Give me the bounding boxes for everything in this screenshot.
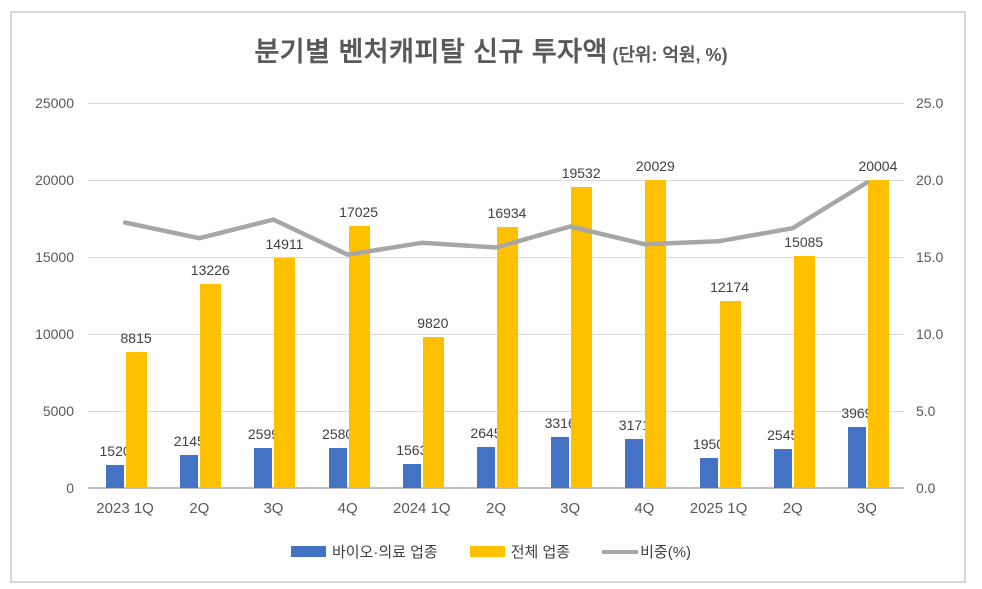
bar-label-total: 13226 (190, 262, 230, 279)
x-axis-label: 2023 1Q (96, 500, 154, 517)
legend-label: 바이오·의료 업종 (331, 544, 438, 561)
bar-total (422, 336, 444, 488)
bar-label-bio: 1563 (396, 441, 428, 458)
bar-total (126, 352, 148, 488)
right-axis-label: 10.0 (916, 326, 944, 342)
chart-title-unit: (단위: 억원, %) (612, 45, 728, 65)
x-axis-label: 2Q (189, 500, 210, 517)
legend-label: 비중(%) (640, 544, 692, 561)
bar-total (645, 179, 667, 488)
gridline (88, 103, 904, 104)
legend-label: 전체 업종 (510, 544, 571, 561)
bar-label-total: 9820 (417, 314, 449, 331)
bar-total (348, 225, 370, 488)
x-axis-label: 2Q (485, 500, 506, 517)
right-axis-label: 20.0 (916, 172, 944, 188)
right-axis-label: 25.0 (916, 95, 944, 111)
bar-label-total: 20004 (858, 157, 898, 174)
bar-bio (106, 464, 125, 488)
legend-line-swatch (602, 549, 639, 554)
bar-label-bio: 2599 (247, 425, 280, 442)
bar-label-total: 8815 (120, 330, 152, 347)
bar-bio (551, 436, 570, 488)
right-axis-label: 5.0 (916, 403, 936, 419)
x-axis-label: 3Q (263, 500, 284, 517)
gridline (88, 334, 904, 335)
left-axis-label: 0 (66, 480, 74, 496)
bar-label-bio: 2145 (173, 432, 205, 449)
bar-label-bio: 3316 (544, 414, 576, 431)
x-axis-label: 2Q (782, 500, 803, 517)
x-axis-label: 3Q (560, 500, 581, 517)
x-axis-label: 4Q (337, 500, 358, 517)
bar-total (571, 187, 593, 488)
x-axis-label: 2025 1Q (689, 500, 748, 517)
legend-bar-swatch (469, 546, 505, 557)
bar-label-total: 12174 (710, 278, 749, 295)
bar-bio (254, 447, 273, 488)
chart-title-text: 분기별 벤처캐피탈 신규 투자액 (254, 37, 608, 67)
bar-label-total: 19532 (561, 165, 601, 182)
bar-bio (328, 448, 347, 488)
bar-total (719, 300, 741, 488)
bar-label-total: 20029 (635, 157, 675, 174)
bar-label-bio: 3171 (618, 417, 650, 434)
bar-label-bio: 1520 (99, 442, 131, 459)
x-axis-label: 2024 1Q (393, 500, 451, 517)
bar-label-bio: 3969 (841, 404, 873, 421)
legend-item-total: 전체 업종 (469, 541, 571, 562)
left-axis-label: 5000 (42, 403, 74, 419)
right-axis-label: 15.0 (916, 249, 944, 265)
legend: 바이오·의료 업종 전체 업종 비중(%) (0, 541, 982, 562)
bar-label-total: 14911 (265, 236, 304, 253)
gridline (88, 180, 904, 181)
x-axis-label: 3Q (856, 500, 877, 517)
bar-bio (402, 463, 421, 488)
bar-total (274, 258, 296, 488)
x-axis-line (88, 487, 904, 489)
ratio-line-series (122, 180, 870, 257)
left-axis-label: 25000 (35, 95, 74, 111)
legend-item-bio: 바이오·의료 업종 (290, 541, 438, 562)
bar-label-total: 17025 (339, 203, 379, 220)
bar-bio (477, 447, 495, 488)
gridline (88, 411, 904, 412)
bar-total (497, 227, 518, 488)
bar-label-total: 15085 (784, 233, 824, 250)
bar-total (867, 179, 889, 488)
bar-total (793, 255, 815, 488)
bar-bio (625, 439, 644, 488)
bar-label-total: 16934 (487, 205, 527, 222)
left-axis-label: 10000 (35, 326, 74, 342)
bar-total (200, 284, 222, 488)
left-axis-label: 20000 (35, 172, 74, 188)
legend-item-ratio: 비중(%) (602, 541, 691, 562)
bar-label-bio: 2545 (767, 426, 799, 443)
bar-bio (180, 454, 199, 488)
bar-label-bio: 1950 (692, 435, 725, 452)
x-axis-label: 4Q (634, 500, 655, 517)
ratio-line (122, 180, 870, 257)
legend-bar-swatch (290, 546, 326, 557)
right-axis-label: 0.0 (916, 480, 936, 496)
bar-label-bio: 2580 (322, 426, 354, 443)
bar-label-bio: 2645 (470, 425, 502, 442)
bar-bio (699, 457, 718, 488)
bar-bio (847, 426, 866, 488)
chart-title: 분기별 벤처캐피탈 신규 투자액 (단위: 억원, %) (0, 30, 982, 69)
gridline (88, 257, 904, 258)
bar-bio (773, 448, 792, 488)
left-axis-label: 15000 (35, 249, 74, 265)
